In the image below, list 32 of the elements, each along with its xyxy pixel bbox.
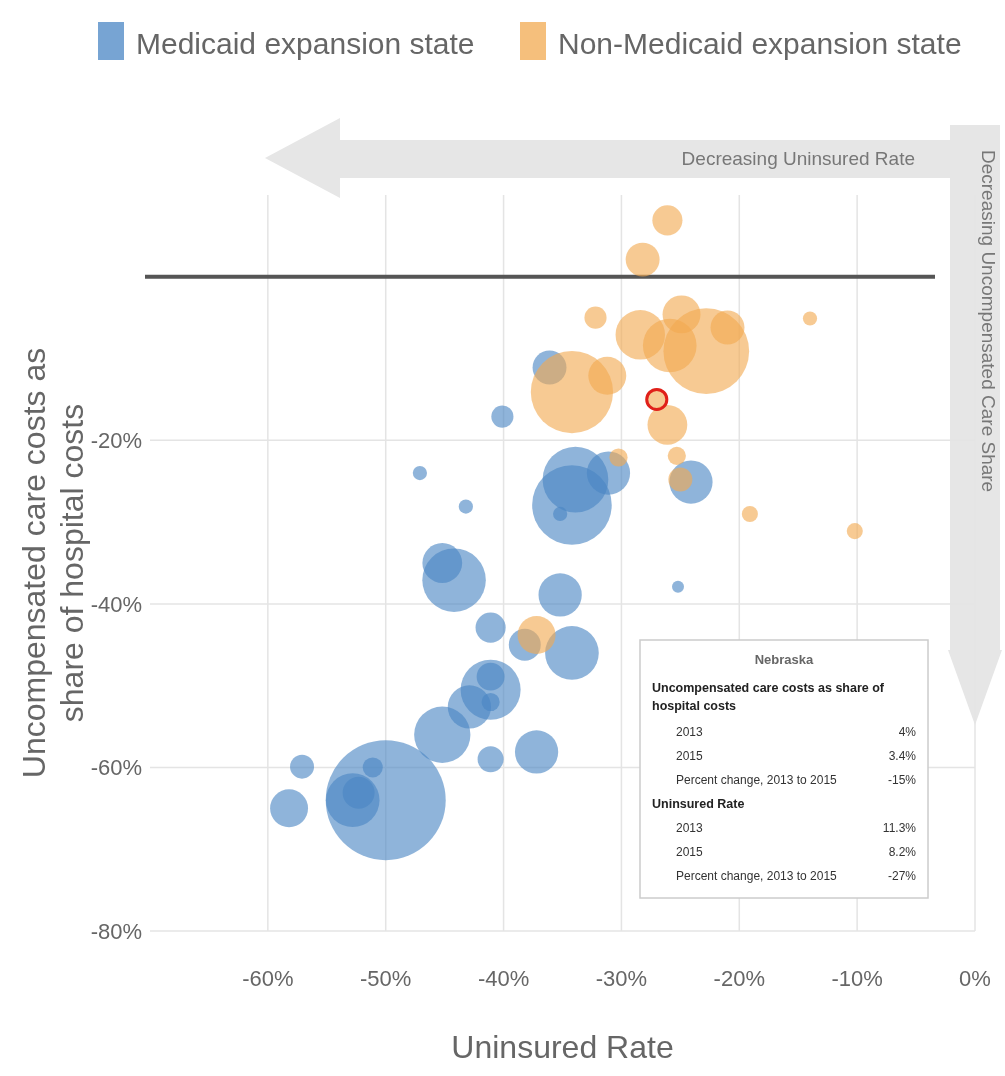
annotation: 8.2% [888, 845, 917, 859]
annotation: Uncompensated care costs as share of hospital costs [652, 681, 885, 713]
annotation: 2015 [676, 845, 704, 859]
text: Decreasing Uncompensated Care Share [978, 150, 999, 493]
x-tick-label: -40% [477, 966, 530, 991]
legend-label: Medicaid expansion state [136, 27, 475, 60]
annotation: 2015 [676, 749, 704, 763]
x-tick-label: 0% [959, 966, 991, 991]
legend-label: Non-Medicaid expansion state [558, 27, 962, 60]
x-tick-label: -60% [242, 966, 294, 991]
y-tick-label: -20% [90, 428, 142, 454]
annotation: Nebraska [754, 652, 815, 667]
y-tick-label: -40% [90, 591, 142, 617]
x-tick-label: -20% [713, 966, 765, 991]
annotation: Uninsured Rate [652, 797, 745, 811]
annotation: -27% [887, 869, 917, 883]
annotation: 2013 [676, 821, 704, 835]
x-tick-label: -50% [360, 966, 412, 991]
y-tick-label: -60% [90, 755, 142, 781]
x-tick-label: -10% [831, 966, 883, 991]
x-axis-title: Uninsured Rate [451, 1029, 674, 1065]
x-tick-label: -30% [595, 966, 648, 991]
annotation: Percent change, 2013 to 2015 [676, 869, 838, 883]
annotation: 11.3% [882, 821, 917, 835]
y-tick-label: -80% [90, 919, 142, 944]
y-axis-title: Uncompensated care costs as share of hospital costs [16, 347, 90, 779]
annotation: Percent change, 2013 to 2015 [676, 773, 838, 787]
text: Decreasing Uninsured Rate [681, 148, 915, 169]
annotation: 3.4% [888, 749, 917, 763]
annotation: 2013 [676, 725, 704, 739]
annotation: 4% [898, 725, 917, 739]
annotation: -15% [887, 773, 917, 787]
